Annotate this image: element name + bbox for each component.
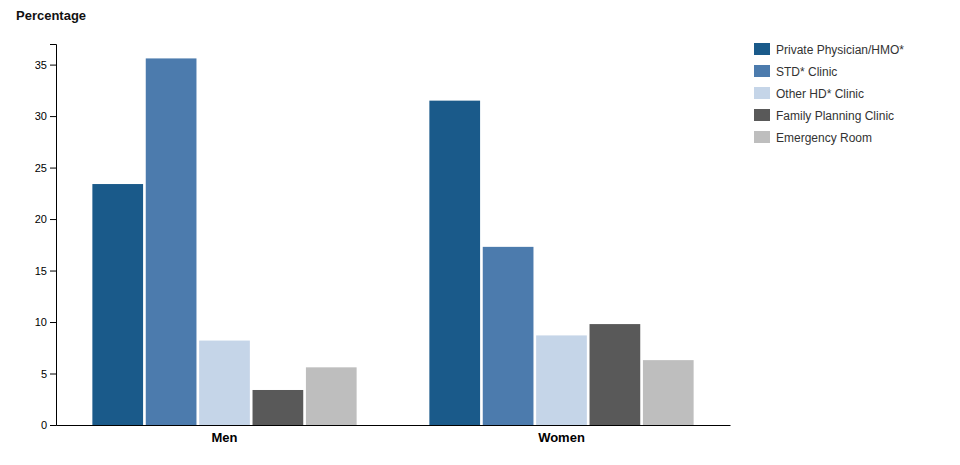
bar — [253, 390, 304, 425]
y-tick-mark — [50, 116, 56, 117]
y-tick: 5 — [41, 368, 56, 380]
bar — [590, 324, 641, 425]
legend-item: STD* Clinic — [754, 65, 837, 79]
y-tick-label: 10 — [35, 316, 47, 328]
y-tick-mark — [50, 271, 56, 272]
chart: 0 5 10 15 20 25 30 35 Men Women Percentage Private … — [0, 0, 960, 465]
legend-swatch — [754, 87, 770, 99]
x-tick-label: Women — [538, 430, 585, 445]
y-tick: 20 — [35, 213, 56, 225]
legend-label: Emergency Room — [776, 131, 872, 145]
y-tick: 15 — [35, 265, 56, 277]
legend-swatch — [754, 43, 770, 55]
y-tick-label: 15 — [35, 265, 47, 277]
y-tick-label: 20 — [35, 213, 47, 225]
legend-item: Emergency Room — [754, 131, 872, 145]
bar — [429, 101, 480, 425]
bar — [643, 360, 694, 425]
y-tick-label: 0 — [41, 419, 47, 431]
legend-label: Family Planning Clinic — [776, 109, 894, 123]
y-axis-title: Percentage — [16, 8, 86, 23]
y-axis: 0 5 10 15 20 25 30 35 — [35, 45, 57, 432]
legend-swatch — [754, 131, 770, 143]
y-tick: 30 — [35, 110, 56, 122]
bar — [536, 335, 587, 425]
legend-label: Private Physician/HMO* — [776, 43, 904, 57]
plot: 0 5 10 15 20 25 30 35 Men Women — [35, 45, 731, 446]
bar — [146, 58, 197, 425]
y-tick-label: 5 — [41, 368, 47, 380]
y-tick-label: 25 — [35, 162, 47, 174]
x-tick: Women — [538, 430, 585, 445]
y-tick-mark — [50, 374, 56, 375]
x-axis: Men Women — [57, 426, 731, 446]
y-tick-mark — [50, 65, 56, 66]
y-tick-mark — [50, 168, 56, 169]
y-tick-label: 30 — [35, 110, 47, 122]
legend-swatch — [754, 65, 770, 77]
legend-label: Other HD* Clinic — [776, 87, 864, 101]
bar — [199, 341, 250, 425]
legend-item: Private Physician/HMO* — [754, 43, 904, 57]
legend-label: STD* Clinic — [776, 65, 837, 79]
x-axis-line — [57, 425, 731, 426]
x-tick-label: Men — [212, 430, 238, 445]
legend: Private Physician/HMO* STD* Clinic Other H… — [754, 43, 904, 145]
bar — [483, 247, 534, 425]
y-tick-mark — [50, 425, 56, 426]
bar — [92, 184, 143, 425]
bars — [92, 58, 693, 425]
legend-swatch — [754, 109, 770, 121]
y-tick: 25 — [35, 162, 56, 174]
y-tick-mark — [50, 219, 56, 220]
y-tick-mark — [50, 322, 56, 323]
bar — [306, 367, 357, 425]
y-tick: 10 — [35, 316, 56, 328]
y-tick-label: 35 — [35, 59, 47, 71]
legend-item: Other HD* Clinic — [754, 87, 864, 101]
y-axis-line — [50, 45, 57, 426]
legend-item: Family Planning Clinic — [754, 109, 894, 123]
y-tick: 0 — [41, 419, 56, 431]
y-tick: 35 — [35, 59, 56, 71]
x-tick: Men — [212, 430, 238, 445]
